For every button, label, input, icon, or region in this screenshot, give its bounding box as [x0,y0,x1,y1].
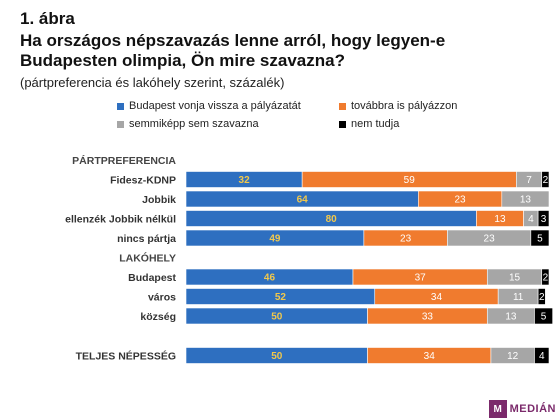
legend-label: Budapest vonja vissza a pályázatát [129,100,301,112]
legend-item-no-vote: semmiképp sem szavazna [117,118,259,130]
legend-item-withdraw: Budapest vonja vissza a pályázatát [117,100,301,112]
median-logo: M MEDIÁN [488,400,556,418]
data-label: 80 [326,214,338,225]
data-label: 12 [507,351,519,362]
data-label: 50 [271,312,283,323]
bar-segment [534,307,553,325]
category-label: TELJES NÉPESSÉG [76,350,176,363]
data-label: 2 [543,273,549,284]
data-label: 34 [424,351,436,362]
data-label: 13 [505,312,517,323]
category-label: község [140,311,176,323]
chart-title: Ha országos népszavazás lenne arról, hog… [20,31,446,70]
data-label: 15 [509,273,521,284]
legend-label: továbbra is pályázzon [351,100,458,112]
data-label: 23 [400,234,412,245]
category-label: város [148,292,176,304]
legend-swatch [117,120,124,128]
data-label: 2 [543,175,549,186]
data-label: 64 [297,195,309,206]
chart-subtitle: (pártpreferencia és lakóhely szerint, sz… [20,75,285,90]
data-label: 46 [264,273,276,284]
data-label: 5 [537,234,543,245]
data-label: 4 [528,214,534,225]
legend-item-continue: továbbra is pályázzon [339,100,457,112]
data-label: 52 [275,292,287,303]
data-label: 3 [541,214,547,225]
data-label: 4 [539,351,545,362]
bar-segment [541,268,550,286]
bar-segment [537,288,546,305]
figure-label: 1. ábra [20,9,75,28]
data-label: 23 [484,234,496,245]
category-label: ellenzék Jobbik nélkül [65,214,176,226]
data-label: 2 [539,292,545,303]
legend-swatch [339,102,346,110]
data-label: 33 [422,312,434,323]
data-label: 13 [520,195,532,206]
data-label: 32 [239,175,251,186]
category-label: Jobbik [142,194,176,206]
bar-segment [541,171,550,188]
legend-swatch [339,120,346,128]
data-label: 13 [494,214,506,225]
data-label: 5 [541,312,547,323]
data-label: 7 [526,175,532,186]
data-label: 49 [269,234,281,245]
legend-swatch [117,102,124,110]
group-header: LAKÓHELY [119,252,176,265]
bar-segment [534,347,550,364]
category-label: Budapest [128,272,176,284]
data-label: 11 [513,292,524,303]
category-label: Fidesz-KDNP [110,175,176,187]
legend-item-dont-know: nem tudja [339,118,399,130]
logo-mark-icon: M [488,400,507,418]
group-header: PÁRTPREFERENCIA [72,154,176,167]
data-label: 37 [415,273,427,284]
bar-segment [530,229,550,247]
data-label: 50 [271,351,283,362]
bar-segment [501,190,550,208]
category-label: nincs pártja [117,233,176,245]
data-label: 59 [404,175,416,186]
legend-label: semmiképp sem szavazna [129,118,259,130]
legend-label: nem tudja [351,118,400,130]
logo-text: MEDIÁN [509,403,556,415]
data-label: 23 [455,195,467,206]
bar-segment [537,210,550,227]
data-label: 34 [431,292,443,303]
